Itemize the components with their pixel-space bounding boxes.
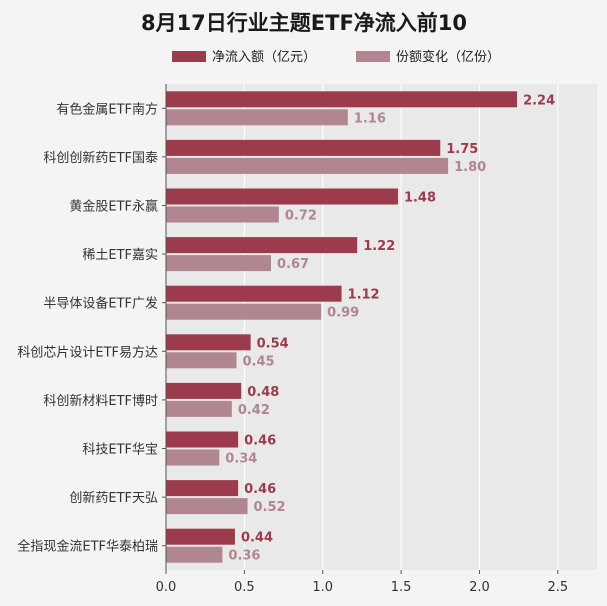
data-label-inflow: 0.46 <box>244 482 276 497</box>
x-tick-label: 0.0 <box>156 580 177 595</box>
bar-inflow <box>166 285 342 302</box>
data-label-inflow: 1.48 <box>404 191 436 206</box>
category-label: 黄金股ETF永赢 <box>69 199 158 215</box>
data-label-share-change: 0.45 <box>243 354 275 369</box>
data-label-share-change: 1.80 <box>454 160 486 175</box>
category-label: 科创创新药ETF国泰 <box>43 150 158 166</box>
data-label-share-change: 0.52 <box>253 500 285 515</box>
bars <box>166 91 518 563</box>
x-tick-label: 1.5 <box>391 580 412 595</box>
bar-inflow <box>166 334 251 351</box>
bar-share-change <box>166 546 223 563</box>
x-tick-label: 2.5 <box>547 580 568 595</box>
data-label-inflow: 0.46 <box>244 434 276 449</box>
bar-inflow <box>166 188 398 205</box>
data-label-share-change: 0.99 <box>327 306 359 321</box>
value-labels: 2.24 1.16 1.75 1.80 1.48 0.72 1.22 0.67 1.12 0.99… <box>225 93 555 563</box>
data-label-share-change: 1.16 <box>354 111 386 126</box>
data-label-inflow: 2.24 <box>523 93 555 108</box>
legend-swatch-inflow <box>172 51 206 62</box>
category-label: 科创芯片设计ETF易方达 <box>17 344 158 360</box>
data-label-inflow: 1.75 <box>446 142 478 157</box>
bar-inflow <box>166 91 518 108</box>
bar-share-change <box>166 449 220 466</box>
data-label-share-change: 0.67 <box>277 257 309 272</box>
x-axis: 0.0 0.5 1.0 1.5 2.0 2.5 <box>156 84 568 595</box>
x-tick-label: 0.5 <box>234 580 255 595</box>
category-label: 科技ETF华宝 <box>82 443 158 458</box>
bar-inflow <box>166 528 235 545</box>
chart-title: 8月17日行业主题ETF净流入前10 <box>141 11 467 35</box>
bar-inflow <box>166 431 239 448</box>
data-label-inflow: 1.12 <box>348 288 380 303</box>
data-label-share-change: 0.36 <box>228 549 260 564</box>
bar-inflow <box>166 139 441 156</box>
data-label-inflow: 1.22 <box>363 239 395 254</box>
bar-share-change <box>166 206 279 223</box>
data-label-share-change: 0.72 <box>285 209 317 224</box>
bar-share-change <box>166 498 248 515</box>
bar-share-change <box>166 109 348 126</box>
legend: 净流入额（亿元） 份额变化（亿份） <box>172 49 500 65</box>
bar-share-change <box>166 303 322 320</box>
category-label: 稀土ETF嘉实 <box>82 248 158 263</box>
category-label: 半导体设备ETF广发 <box>43 296 158 312</box>
category-label: 有色金属ETF南方 <box>56 101 158 117</box>
category-label: 科创新材料ETF博时 <box>43 393 158 409</box>
bar-inflow <box>166 480 239 497</box>
data-label-share-change: 0.34 <box>225 452 257 467</box>
bar-share-change <box>166 352 237 369</box>
bar-inflow <box>166 382 242 399</box>
x-tick-label: 2.0 <box>469 580 490 595</box>
data-label-inflow: 0.48 <box>247 385 279 400</box>
legend-swatch-share <box>356 51 390 62</box>
bar-inflow <box>166 237 358 254</box>
x-tick-label: 1.0 <box>312 580 333 595</box>
bar-share-change <box>166 400 232 417</box>
category-label: 全指现金流ETF华泰柏瑞 <box>17 539 158 555</box>
data-label-share-change: 0.42 <box>238 403 270 418</box>
plot-background <box>166 84 597 570</box>
bar-share-change <box>166 255 272 272</box>
data-label-inflow: 0.44 <box>241 531 273 546</box>
bar-share-change <box>166 157 449 174</box>
category-label: 创新药ETF天弘 <box>69 490 158 506</box>
legend-label-share: 份额变化（亿份） <box>396 49 500 65</box>
legend-label-inflow: 净流入额（亿元） <box>212 50 316 65</box>
data-label-inflow: 0.54 <box>257 336 289 351</box>
y-axis: 有色金属ETF南方科创创新药ETF国泰黄金股ETF永赢稀土ETF嘉实半导体设备E… <box>17 101 166 555</box>
